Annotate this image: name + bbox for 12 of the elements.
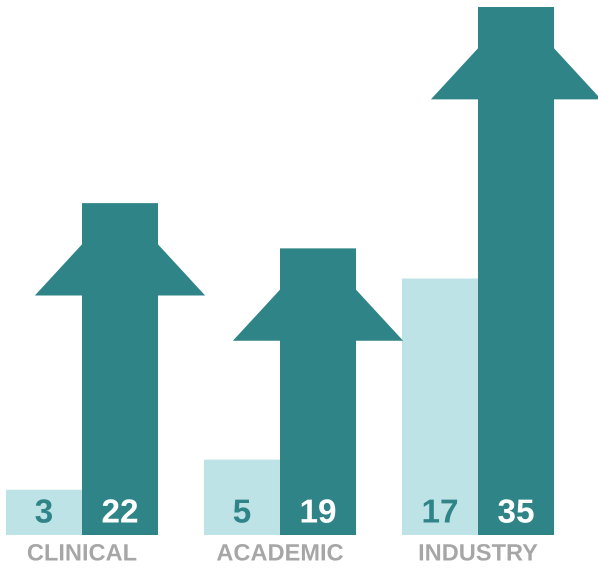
- data-label: 35: [498, 499, 534, 523]
- x-tick-label: CLINICAL: [28, 544, 136, 561]
- bar: [204, 460, 280, 535]
- data-label: 19: [302, 499, 336, 523]
- data-label: 5: [234, 500, 250, 523]
- bar: [6, 490, 82, 535]
- x-tick-label: ACADEMIC: [216, 544, 343, 561]
- bar: [402, 278, 478, 535]
- data-label: 22: [102, 499, 138, 523]
- data-label: 17: [424, 500, 458, 523]
- data-label: 3: [35, 499, 52, 523]
- x-tick-label: INDUSTRY: [420, 544, 538, 561]
